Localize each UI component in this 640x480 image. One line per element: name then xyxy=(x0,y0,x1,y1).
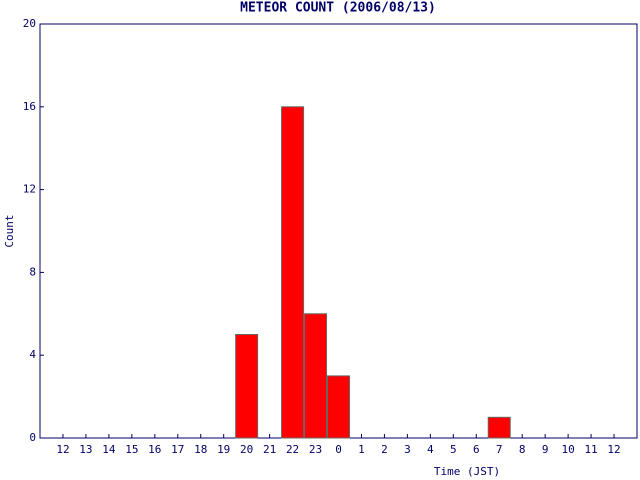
y-tick-label: 4 xyxy=(29,348,36,361)
x-tick-label: 11 xyxy=(584,443,597,456)
x-axis-label: Time (JST) xyxy=(434,465,500,478)
x-tick-label: 0 xyxy=(335,443,342,456)
x-tick-label: 21 xyxy=(263,443,276,456)
x-tick-label: 8 xyxy=(519,443,526,456)
x-tick-label: 17 xyxy=(171,443,184,456)
x-tick-label: 12 xyxy=(607,443,620,456)
x-tick-label: 7 xyxy=(496,443,503,456)
x-tick-label: 5 xyxy=(450,443,457,456)
y-tick-label: 20 xyxy=(23,17,36,30)
x-tick-label: 16 xyxy=(148,443,161,456)
y-tick-label: 16 xyxy=(23,100,36,113)
x-tick-label: 22 xyxy=(286,443,299,456)
bar xyxy=(304,313,328,439)
x-tick-label: 6 xyxy=(473,443,480,456)
bar xyxy=(327,375,350,439)
bar xyxy=(487,416,511,439)
x-tick-label: 20 xyxy=(240,443,253,456)
x-tick-label: 10 xyxy=(561,443,574,456)
x-tick-label: 9 xyxy=(542,443,549,456)
x-tick-label: 12 xyxy=(56,443,69,456)
x-tick-label: 14 xyxy=(102,443,116,456)
y-tick-label: 12 xyxy=(23,183,36,196)
bar xyxy=(235,334,259,439)
chart-title: METEOR COUNT (2006/08/13) xyxy=(240,1,436,16)
y-tick-label: 8 xyxy=(29,265,36,278)
x-tick-label: 13 xyxy=(79,443,92,456)
x-tick-label: 23 xyxy=(309,443,322,456)
x-tick-label: 3 xyxy=(404,443,411,456)
x-tick-label: 2 xyxy=(381,443,388,456)
x-tick-label: 15 xyxy=(125,443,138,456)
x-tick-label: 1 xyxy=(358,443,365,456)
x-tick-label: 19 xyxy=(217,443,230,456)
y-axis-label: Count xyxy=(3,214,16,247)
x-tick-label: 4 xyxy=(427,443,434,456)
bar xyxy=(281,106,305,439)
x-tick-label: 18 xyxy=(194,443,207,456)
y-tick-label: 0 xyxy=(29,431,36,444)
